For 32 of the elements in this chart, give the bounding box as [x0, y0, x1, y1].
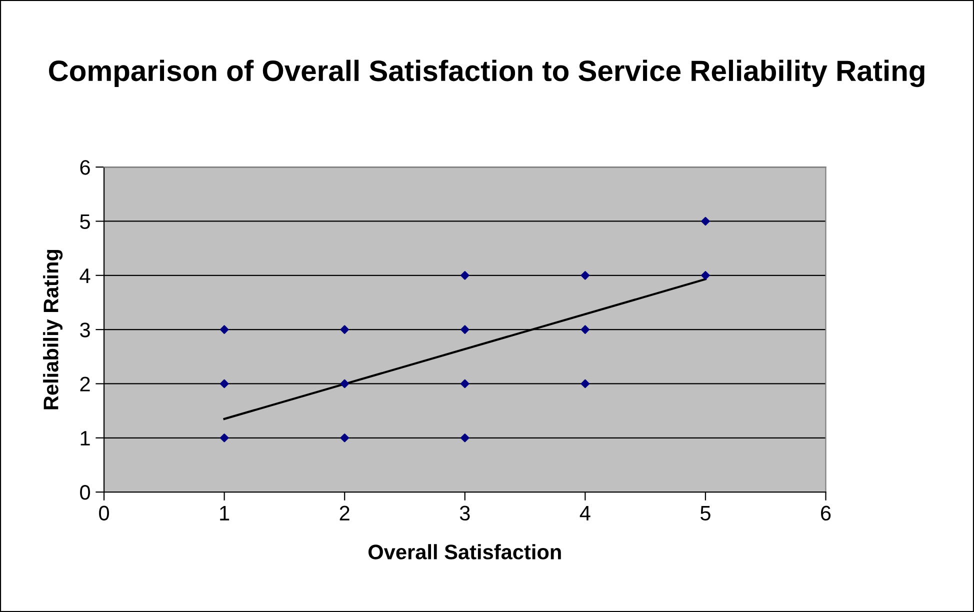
point	[340, 325, 349, 334]
point	[220, 325, 229, 334]
y-axis-title: Reliabiliy Rating	[43, 250, 63, 410]
point	[701, 216, 710, 226]
y-tick-label: 2	[80, 376, 90, 392]
x-tick-label: 2	[340, 506, 350, 520]
point	[460, 434, 470, 442]
x-tick-label: 1	[220, 506, 230, 520]
point	[701, 271, 710, 280]
point	[340, 379, 349, 388]
point	[460, 325, 470, 334]
x-tick-label: 4	[580, 506, 590, 520]
point	[580, 271, 590, 280]
point	[220, 434, 229, 442]
x-tick-label: 6	[821, 506, 831, 521]
y-tick-label: 0	[80, 485, 90, 500]
y-tick-label: 5	[80, 214, 90, 229]
point	[580, 379, 590, 388]
y-tick-label: 3	[80, 322, 90, 338]
point	[220, 379, 229, 388]
y-tick-label: 4	[80, 268, 90, 283]
x-axis-title: Overall Satisfaction	[368, 544, 561, 560]
point	[460, 271, 470, 280]
point	[460, 379, 470, 388]
x-tick-label: 0	[99, 506, 109, 521]
y-tick-label: 6	[80, 160, 90, 175]
chart-title: Comparison of Overall Satisfaction to Service Reliability Rating	[48, 60, 924, 88]
point	[340, 434, 349, 442]
point	[580, 325, 590, 334]
x-tick-label: 3	[460, 506, 470, 521]
x-tick-label: 5	[700, 506, 710, 521]
y-tick-label: 1	[80, 431, 90, 446]
